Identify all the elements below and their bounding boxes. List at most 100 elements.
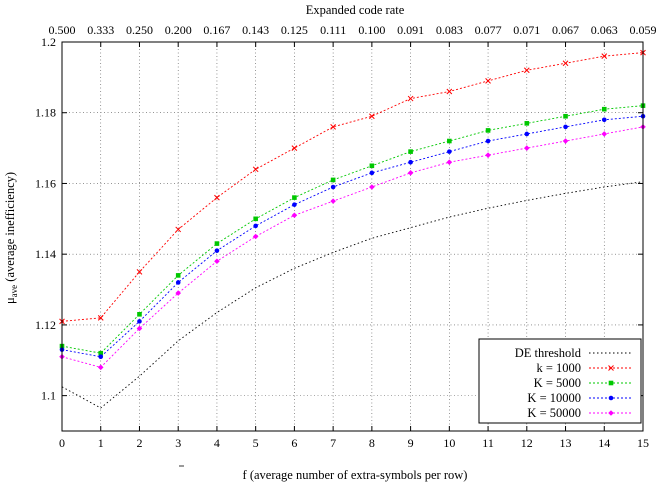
x2-tick-label: 0.111 (320, 23, 346, 37)
svg-text:μave (average inefficiency): μave (average inefficiency) (3, 172, 19, 304)
axis-ticks: 0 0.500 1 0.333 2 0.250 3 0.200 4 0.167 5 0.143 6 0.1… (35, 23, 657, 450)
data-point (137, 312, 142, 317)
x-tick-label: 14 (598, 436, 610, 450)
legend-label: K = 10000 (527, 391, 581, 405)
y-tick-label: 1.2 (41, 35, 56, 49)
data-point (601, 106, 607, 112)
data-point (446, 159, 453, 166)
data-point (175, 226, 182, 233)
data-point (292, 202, 297, 207)
y-axis-title-text: (average inefficiency) (3, 172, 17, 285)
top-axis-title: Expanded code rate (306, 3, 405, 17)
data-point (175, 280, 181, 285)
data-point (369, 184, 375, 190)
x-tick-label: 13 (560, 436, 572, 450)
legend-marker (608, 365, 614, 371)
data-point (523, 67, 530, 74)
series-3 (59, 113, 646, 360)
series-0 (61, 181, 644, 409)
series-line (61, 115, 644, 358)
x-tick-label: 4 (214, 436, 220, 450)
data-point (214, 194, 220, 201)
data-point (253, 216, 258, 222)
data-point (175, 290, 181, 296)
data-point (330, 124, 336, 130)
x-axis-title: f (average number of extra-symbols per r… (179, 465, 468, 482)
data-point (407, 95, 414, 102)
data-point (291, 212, 298, 219)
data-point (98, 350, 104, 356)
data-point (524, 121, 530, 126)
x-tick-label: 9 (408, 436, 414, 450)
x2-tick-label: 0.083 (436, 23, 463, 37)
data-point (369, 170, 375, 176)
legend-label: K = 5000 (534, 376, 581, 390)
x2-tick-label: 0.059 (630, 23, 657, 37)
data-point (252, 166, 259, 173)
series-line (61, 105, 644, 354)
x-tick-label: 12 (521, 436, 533, 450)
data-point (601, 131, 608, 137)
data-point (252, 233, 259, 240)
series-2 (59, 103, 646, 356)
x-axis-title-symbol: f (243, 468, 248, 482)
x-tick-label: 1 (98, 436, 104, 450)
y-axis-title-subscript: ave (9, 285, 19, 298)
y-axis-title: μave (average inefficiency) (3, 172, 19, 304)
data-point (330, 177, 336, 183)
y-tick-label: 1.16 (35, 176, 56, 190)
x-tick-label: 3 (175, 436, 181, 450)
data-point (137, 319, 142, 324)
data-point (446, 88, 453, 95)
data-point (563, 124, 568, 130)
x2-tick-label: 0.125 (281, 23, 308, 37)
data-point (214, 241, 220, 246)
x2-tick-label: 0.200 (165, 23, 192, 37)
data-point (563, 113, 568, 119)
data-point (175, 273, 181, 278)
y-tick-label: 1.12 (35, 318, 56, 332)
data-point (253, 223, 258, 229)
y-tick-label: 1.18 (35, 106, 56, 120)
x-tick-label: 11 (482, 436, 494, 450)
y-tick-label: 1.14 (35, 247, 56, 261)
x2-tick-label: 0.250 (126, 23, 153, 37)
x-axis-title-text: (average number of extra-symbols per row… (247, 468, 468, 482)
data-point (485, 152, 491, 158)
data-point (485, 138, 491, 144)
y-axis-title-symbol: μ (3, 297, 17, 304)
plot-frame (61, 41, 644, 432)
data-point (524, 145, 530, 151)
data-point (292, 195, 297, 200)
data-point (98, 354, 104, 360)
series-lines (59, 49, 646, 409)
legend-label: DE threshold (515, 346, 582, 360)
svg-text:f (average number of extra-sym: f (average number of extra-symbols per r… (243, 468, 468, 482)
x-tick-label: 6 (291, 436, 297, 450)
x2-tick-label: 0.167 (203, 23, 230, 37)
series-line (61, 126, 644, 368)
x2-tick-label: 0.500 (49, 23, 76, 37)
data-point (601, 117, 607, 123)
data-point (330, 184, 336, 190)
x2-tick-label: 0.100 (358, 23, 385, 37)
x-tick-label: 10 (443, 436, 455, 450)
series-line (61, 181, 644, 409)
legend-marker (608, 395, 614, 401)
x2-tick-label: 0.063 (591, 23, 618, 37)
x2-tick-label: 0.143 (242, 23, 269, 37)
legend-marker (608, 380, 614, 386)
data-point (562, 138, 569, 144)
x-tick-label: 15 (637, 436, 649, 450)
legend-label: K = 50000 (527, 406, 581, 420)
data-point (447, 138, 452, 144)
x2-tick-label: 0.077 (475, 23, 502, 37)
legend-marker (608, 410, 614, 416)
data-point (214, 258, 220, 265)
x2-tick-label: 0.067 (552, 23, 579, 37)
legend-label: k = 1000 (536, 361, 581, 375)
x2-tick-label: 0.071 (513, 23, 540, 37)
data-point (291, 145, 298, 151)
series-line (61, 52, 644, 322)
